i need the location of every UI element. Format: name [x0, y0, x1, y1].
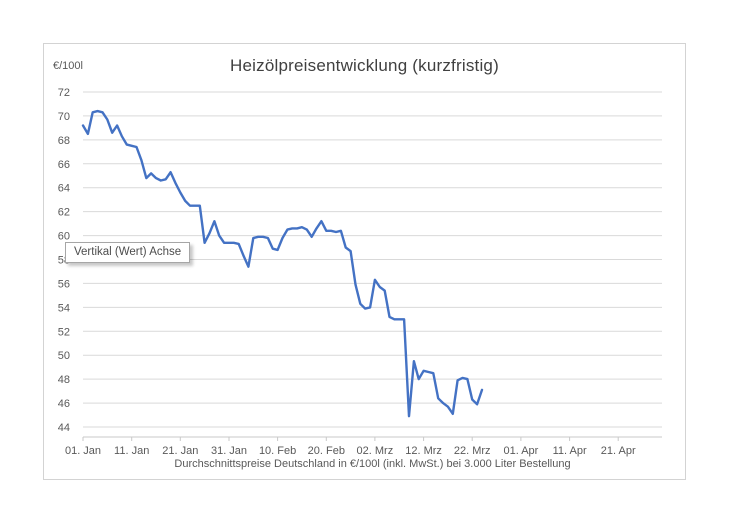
x-axis-title: Durchschnittspreise Deutschland in €/100…: [174, 458, 571, 470]
svg-text:21. Jan: 21. Jan: [162, 445, 198, 457]
svg-text:60: 60: [58, 231, 70, 243]
svg-text:64: 64: [58, 183, 70, 195]
svg-text:68: 68: [58, 135, 70, 147]
svg-text:72: 72: [58, 87, 70, 99]
svg-text:46: 46: [58, 398, 70, 410]
svg-text:52: 52: [58, 326, 70, 338]
svg-text:01. Apr: 01. Apr: [503, 445, 538, 457]
axis-tooltip-text: Vertikal (Wert) Achse: [74, 246, 182, 258]
axis-tooltip: Vertikal (Wert) Achse: [65, 242, 191, 263]
chart-card[interactable]: 72 70 68 66 64 62 60 58 56 54 52 50 48 46 44 01. Jan 11.…: [43, 43, 686, 480]
svg-text:11. Apr: 11. Apr: [553, 445, 587, 457]
x-axis[interactable]: 01. Jan 11. Jan 21. Jan 31. Jan 10. Feb 20. F…: [65, 436, 662, 457]
series-line[interactable]: [81, 109, 484, 418]
svg-text:11. Jan: 11. Jan: [114, 445, 149, 457]
svg-text:44: 44: [58, 422, 70, 434]
chart-title[interactable]: Heizölpreisentwicklung (kurzfristig): [230, 56, 499, 75]
svg-text:21. Apr: 21. Apr: [601, 445, 636, 457]
svg-text:22. Mrz: 22. Mrz: [454, 445, 491, 457]
svg-text:20. Feb: 20. Feb: [308, 445, 345, 457]
svg-text:66: 66: [58, 159, 70, 171]
svg-text:31. Jan: 31. Jan: [211, 445, 247, 457]
svg-text:62: 62: [58, 207, 70, 219]
svg-text:01. Jan: 01. Jan: [65, 445, 101, 457]
svg-text:12. Mrz: 12. Mrz: [405, 445, 442, 457]
svg-text:50: 50: [58, 350, 70, 362]
svg-text:54: 54: [58, 302, 70, 314]
svg-text:56: 56: [58, 278, 70, 290]
gridlines: [83, 91, 662, 428]
y-axis-unit-label: €/100l: [53, 60, 83, 72]
svg-text:70: 70: [58, 111, 70, 123]
svg-text:48: 48: [58, 374, 70, 386]
svg-text:02. Mrz: 02. Mrz: [357, 445, 394, 457]
svg-text:10. Feb: 10. Feb: [259, 445, 296, 457]
